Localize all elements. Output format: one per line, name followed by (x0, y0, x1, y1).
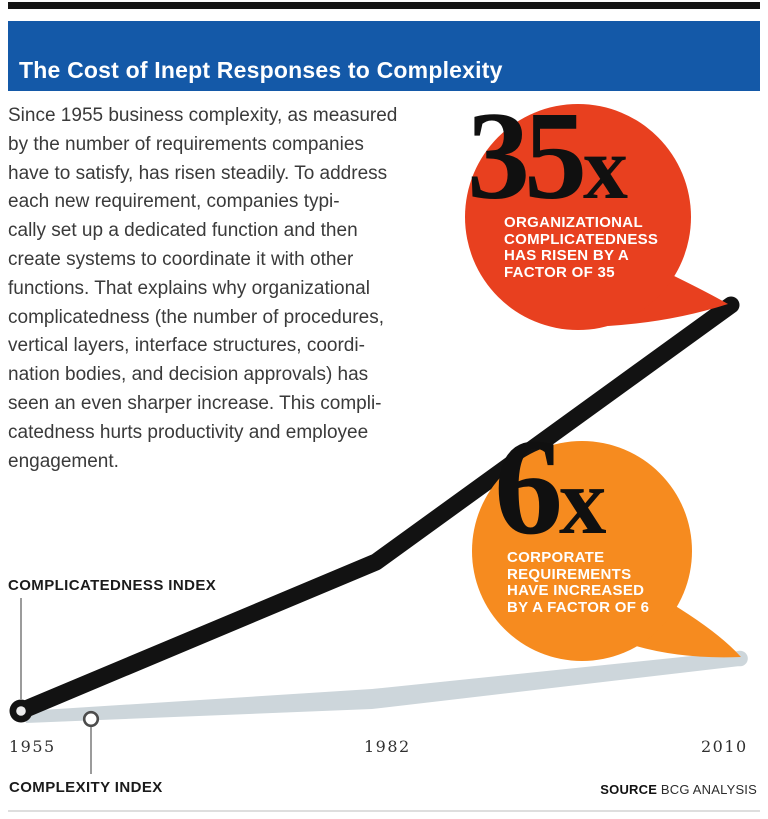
orange-bubble (472, 441, 692, 661)
complicatedness-callout-text: ORGANIZATIONAL COMPLICATEDNESS HAS RISEN… (504, 214, 659, 281)
intro-line: create systems to coordinate it with oth… (8, 248, 354, 270)
callout-line: HAVE INCREASED (507, 582, 645, 599)
callout-line: BY A FACTOR OF 6 (507, 598, 650, 616)
source-text: BCG ANALYSIS (660, 782, 757, 797)
complexity-line (26, 651, 740, 723)
complexity-multiplier-number: 6 (494, 410, 563, 563)
x-tick-1955: 1955 (9, 737, 56, 756)
bottom-divider (8, 810, 760, 812)
intro-line: by the number of requirements companies (8, 133, 364, 155)
intro-line: cally set up a dedicated function and th… (8, 220, 358, 242)
callout-line: ORGANIZATIONAL (504, 214, 643, 231)
intro-line: Since 1955 business complexity, as measu… (8, 105, 398, 126)
red-bubble (465, 104, 691, 330)
complexity-callout-text: CORPORATE REQUIREMENTS HAVE INCREASED BY… (507, 549, 650, 616)
intro-line: complicatedness (the number of procedure… (8, 306, 384, 328)
complexity-marker (82, 710, 100, 728)
callout-line: REQUIREMENTS (507, 565, 632, 583)
source-label: SOURCE (600, 782, 658, 797)
intro-line: seen an even sharper increase. This comp… (8, 392, 382, 414)
callout-line: COMPLICATEDNESS (504, 230, 659, 248)
intro-line: have to satisfy, has risen steadily. To … (8, 162, 388, 184)
callout-line: FACTOR OF 35 (504, 263, 615, 281)
top-accent-bar (8, 2, 760, 9)
x-tick-1982: 1982 (364, 737, 411, 756)
source-attribution: SOURCE BCG ANALYSIS (600, 782, 757, 797)
intro-line: functions. That explains why organizatio… (8, 277, 370, 299)
complicatedness-multiplier-number: 35 (467, 87, 587, 226)
intro-line: catedness hurts productivity and employe… (8, 421, 369, 443)
intro-line: nation bodies, and decision approvals) h… (8, 364, 369, 386)
page-title: The Cost of Inept Responses to Complexit… (19, 57, 503, 83)
title-banner: The Cost of Inept Responses to Complexit… (8, 21, 760, 91)
intro-line: each new requirement, companies typi- (8, 191, 340, 213)
x-tick-2010: 2010 (701, 737, 748, 756)
complicatedness-multiplier: 35x (467, 94, 628, 220)
complicatedness-multiplier-x: x (583, 119, 628, 218)
complicatedness-line (12, 296, 740, 720)
complexity-multiplier-x: x (559, 448, 607, 554)
intro-line: vertical layers, interface structures, c… (8, 335, 365, 357)
callout-line: HAS RISEN BY A (504, 247, 630, 264)
complexity-multiplier: 6x (494, 418, 607, 556)
complicatedness-start-marker-hole (16, 706, 26, 716)
callout-line: CORPORATE (507, 549, 605, 566)
intro-line: engagement. (8, 450, 119, 472)
intro-paragraph: Since 1955 business complexity, as measu… (8, 102, 468, 476)
complicatedness-index-label: COMPLICATEDNESS INDEX (8, 577, 217, 594)
complexity-index-label: COMPLEXITY INDEX (9, 779, 163, 796)
